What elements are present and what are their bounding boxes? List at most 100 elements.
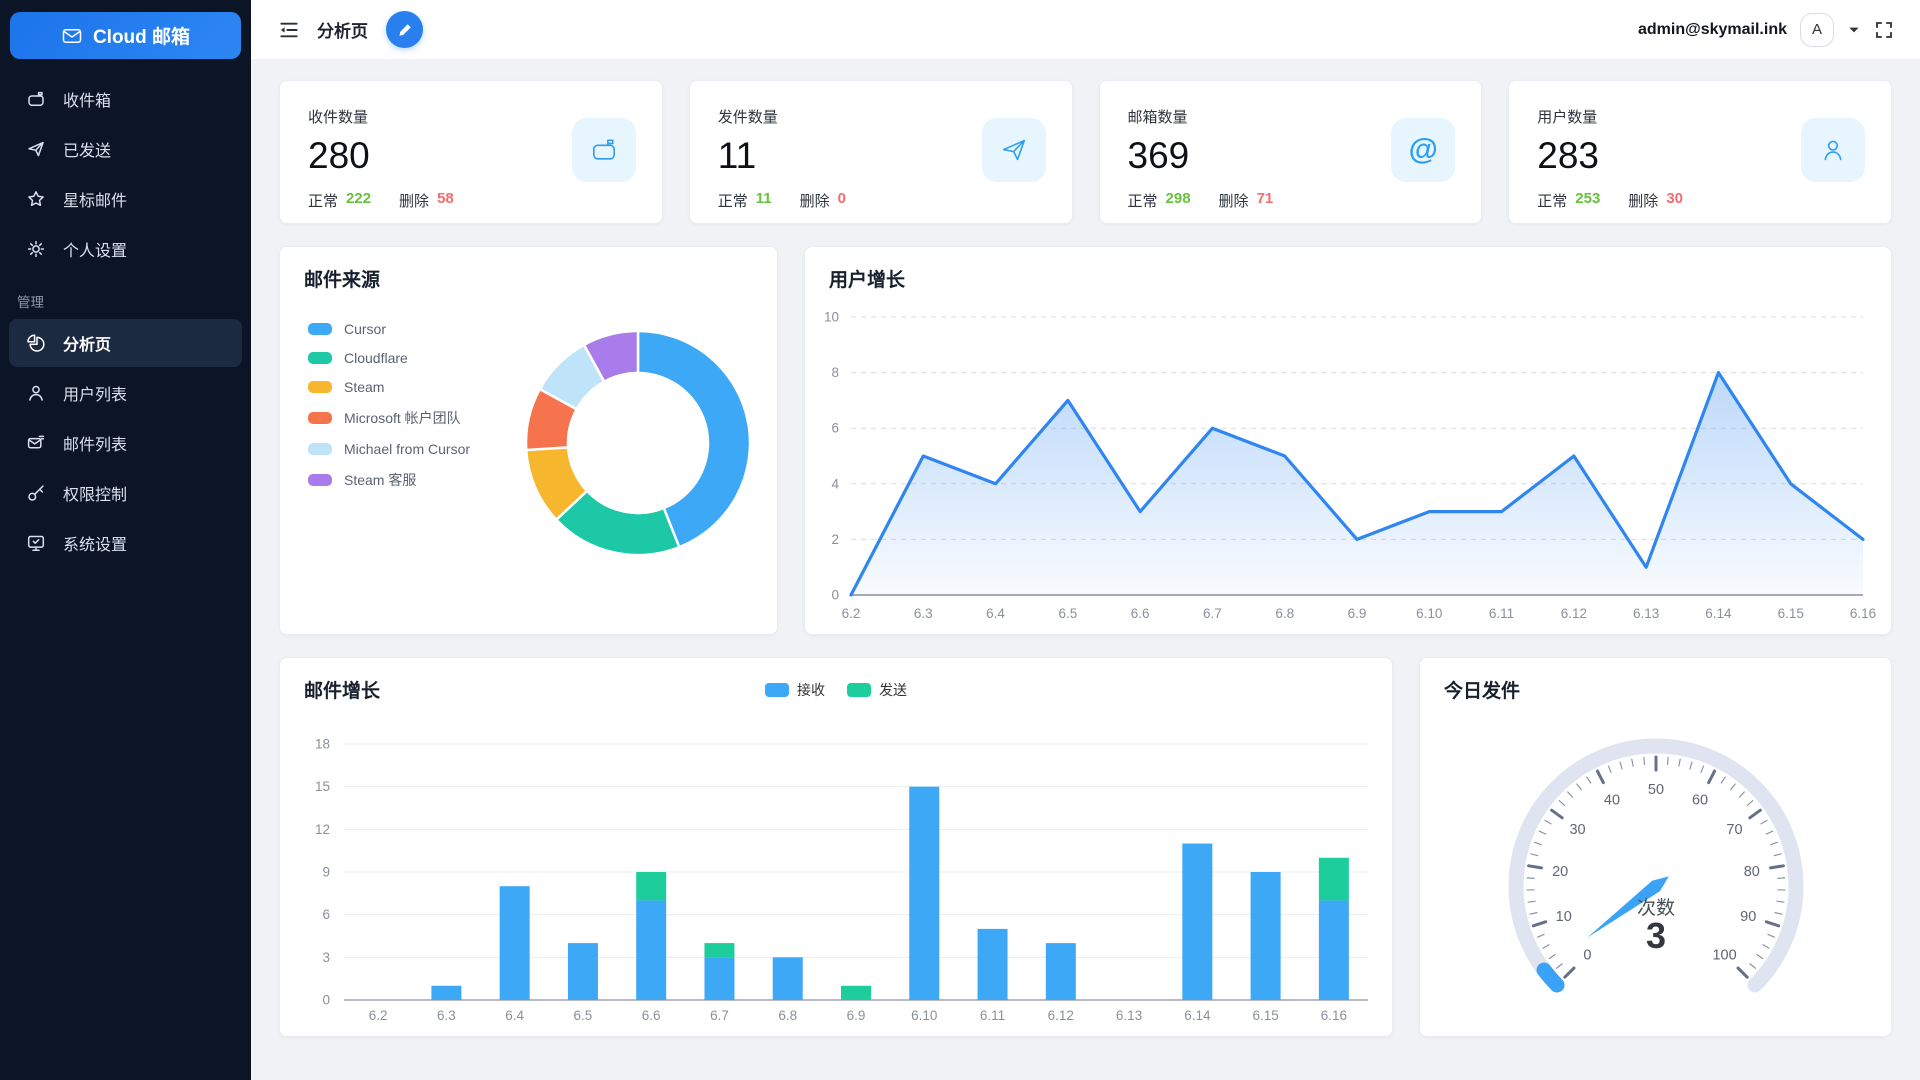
svg-text:6.6: 6.6 (642, 1008, 661, 1023)
gauge-minor-tick (1556, 963, 1563, 969)
donut-legend-item-5[interactable]: Steam 客服 (308, 470, 470, 490)
bar-legend: 接收 发送 (280, 680, 1392, 700)
gauge-minor-tick (1631, 758, 1634, 767)
edit-button[interactable] (386, 11, 423, 48)
gauge-minor-tick (1749, 963, 1756, 969)
sidebar-item-starred[interactable]: 星标邮件 (9, 175, 242, 223)
page-title: 分析页 (317, 22, 368, 41)
stat-icon-box: @ (1391, 118, 1456, 182)
gauge-minor-tick (1530, 853, 1539, 857)
svg-text:90: 90 (1740, 909, 1756, 925)
sidebar-item-sent[interactable]: 已发送 (9, 125, 242, 173)
gauge-major-tick (1531, 920, 1548, 928)
bar-legend-item-1[interactable]: 发送 (847, 680, 907, 700)
gauge-minor-tick (1770, 841, 1778, 846)
big-plane-icon (999, 135, 1029, 165)
svg-text:次数: 次数 (1637, 897, 1675, 919)
bar-chart: 0 3 6 9 12 15 18 6.2 6.3 6.4 6.5 6.6 6.7 6.8 6.9 6.10 6.… (315, 737, 1368, 1023)
donut-legend-item-4[interactable]: Michael from Cursor (308, 441, 470, 457)
sidebar-item-mails[interactable]: 邮件列表 (9, 419, 242, 467)
sidebar-item-analytics[interactable]: 分析页 (9, 319, 242, 367)
logo-button[interactable]: Cloud 邮箱 (10, 12, 241, 59)
gauge-major-tick (1550, 808, 1564, 820)
donut-legend-item-2[interactable]: Steam (308, 379, 470, 395)
gauge-major-tick (1769, 864, 1785, 870)
gauge-progress (1536, 962, 1565, 993)
sidebar-item-label: 分析页 (63, 337, 112, 354)
svg-text:6.4: 6.4 (505, 1008, 524, 1023)
sidebar-item-permissions[interactable]: 权限控制 (9, 469, 242, 517)
pencil-icon (396, 21, 414, 39)
svg-text:0: 0 (1583, 948, 1591, 964)
trend-line (849, 371, 1865, 597)
stat-card-3: 用户数量 283 正常 253 删除 30 (1508, 80, 1892, 224)
user-email: admin@skymail.ink (1638, 20, 1787, 38)
gauge-minor-tick (1730, 783, 1736, 791)
legend-label: Steam (344, 379, 385, 395)
gauge-needle (1587, 876, 1669, 938)
menu-fold-icon[interactable] (277, 18, 301, 42)
sidebar-item-settings[interactable]: 个人设置 (9, 225, 242, 273)
bar-发送-5 (704, 943, 735, 958)
sidebar-item-inbox[interactable]: 收件箱 (9, 75, 242, 123)
card-title: 今日发件 (1444, 681, 1521, 702)
stat-card-1: 发件数量 11 正常 11 删除 0 (688, 80, 1073, 224)
bar-发送-4 (636, 872, 667, 901)
paper-plane-icon (26, 139, 46, 159)
svg-text:40: 40 (1604, 793, 1620, 809)
bar-legend-item-0[interactable]: 接收 (765, 680, 825, 700)
stat-deleted: 删除 58 (399, 190, 454, 210)
bar-发送-14 (1318, 857, 1349, 901)
svg-text:6.8: 6.8 (778, 1008, 797, 1023)
svg-text:6.9: 6.9 (1348, 606, 1367, 621)
stat-icon-box (571, 118, 636, 182)
legend-label: Cloudflare (344, 350, 408, 366)
user-icon (26, 383, 46, 403)
gauge-minor-tick (1700, 765, 1705, 774)
gauge-minor-tick (1678, 758, 1681, 767)
stat-label: 发件数量 (717, 109, 778, 126)
mailbox-icon (26, 89, 46, 109)
legend-label: 发送 (879, 682, 907, 698)
svg-text:6.3: 6.3 (437, 1008, 456, 1023)
donut-legend-item-3[interactable]: Microsoft 帐户团队 (308, 408, 470, 428)
gauge-minor-tick (1567, 791, 1574, 798)
gauge-minor-tick (1527, 900, 1536, 903)
donut-legend-item-0[interactable]: Cursor (308, 321, 470, 337)
svg-text:6.5: 6.5 (574, 1008, 593, 1023)
sidebar-item-users[interactable]: 用户列表 (9, 369, 242, 417)
gear-icon (26, 239, 46, 259)
bar-接收-4 (636, 900, 667, 1000)
gauge-minor-tick (1544, 819, 1552, 825)
bar-发送-7 (841, 985, 871, 1000)
stat-normal: 正常 253 (1537, 190, 1601, 210)
svg-text:6.7: 6.7 (710, 1008, 729, 1023)
gauge-minor-tick (1607, 765, 1612, 774)
donut-legend-item-1[interactable]: Cloudflare (308, 350, 470, 366)
svg-text:6.15: 6.15 (1778, 606, 1804, 621)
card-title: 邮件来源 (304, 270, 381, 291)
legend-label: Michael from Cursor (344, 441, 471, 457)
svg-text:6.9: 6.9 (847, 1008, 866, 1023)
stat-normal: 正常 11 (717, 190, 772, 210)
gauge-minor-tick (1542, 944, 1550, 949)
sidebar-item-system[interactable]: 系统设置 (9, 519, 242, 567)
legend-swatch (308, 352, 332, 364)
svg-text:6.10: 6.10 (911, 1008, 937, 1023)
sidebar: Cloud 邮箱 收件箱 已发送 星标邮件 个人设置 管理 分析页 用户列表 邮件列表 权限… (0, 0, 251, 1080)
gauge-minor-tick (1773, 853, 1782, 857)
gauge-major-tick (1764, 920, 1781, 928)
stat-icon-box (1801, 118, 1865, 182)
stat-value: 280 (308, 135, 370, 176)
gauge-major-tick (1527, 864, 1543, 870)
bar-接收-3 (567, 943, 598, 1000)
avatar[interactable]: A (1800, 12, 1834, 47)
gauge-minor-tick (1760, 819, 1768, 825)
chevron-down-icon[interactable] (1847, 23, 1861, 37)
svg-text:9: 9 (322, 865, 330, 880)
legend-swatch (308, 443, 332, 455)
gauge-minor-tick (1534, 841, 1542, 846)
svg-text:0: 0 (322, 993, 330, 1008)
gauge-minor-tick (1756, 953, 1764, 960)
fullscreen-icon[interactable] (1874, 20, 1894, 40)
